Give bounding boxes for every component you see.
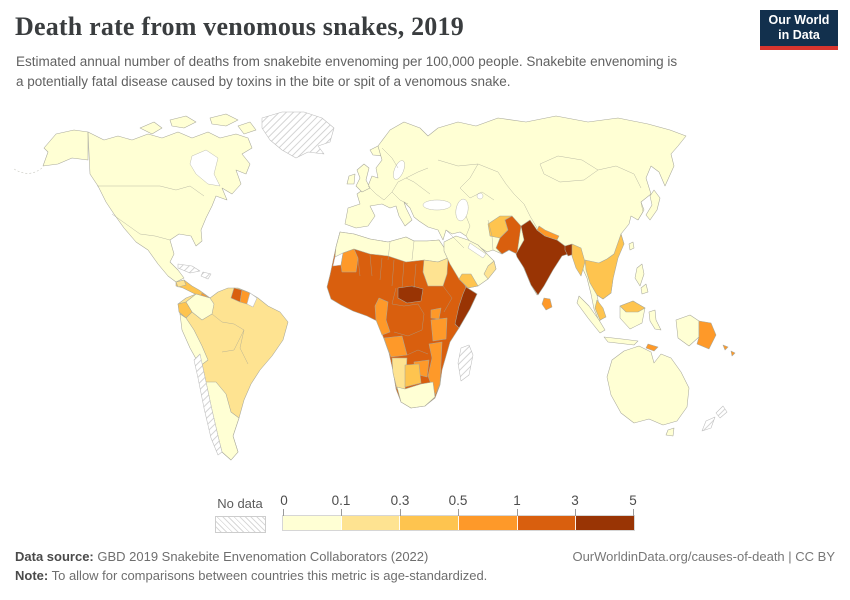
- note-line: Note: To allow for comparisons between c…: [15, 568, 487, 583]
- legend-bin-5[interactable]: [576, 516, 635, 530]
- owid-logo-text: Our World in Data: [768, 13, 830, 42]
- note-label: Note:: [15, 568, 49, 583]
- asia-borders: [437, 155, 644, 251]
- owid-attribution-link[interactable]: OurWorldinData.org/causes-of-death | CC …: [572, 549, 835, 564]
- region-arctic-islands[interactable]: [139, 113, 257, 135]
- legend-tick-label: 1: [513, 493, 521, 508]
- africa-borders: [357, 240, 453, 356]
- region-sumatra[interactable]: [576, 295, 606, 334]
- region-chile-nodata[interactable]: [193, 353, 223, 456]
- region-north-america[interactable]: [87, 131, 253, 283]
- black-sea: [422, 199, 452, 211]
- region-solomon-islands[interactable]: [722, 344, 736, 357]
- owid-logo[interactable]: Our World in Data: [760, 10, 838, 50]
- region-uganda[interactable]: [430, 307, 442, 320]
- subtitle-line-1: Estimated annual number of deaths from s…: [16, 54, 678, 69]
- world-map: [0, 108, 850, 492]
- legend-tick-label: 0.1: [331, 493, 351, 508]
- legend-tick-label: 3: [571, 493, 579, 508]
- europe-borders: [367, 147, 431, 205]
- region-alaska[interactable]: [42, 129, 89, 167]
- region-philippines[interactable]: [634, 263, 649, 295]
- region-pakistan[interactable]: [495, 215, 522, 255]
- legend-no-data-label: No data: [217, 496, 263, 511]
- region-madagascar-nodata[interactable]: [457, 344, 474, 382]
- legend-tick-mark: [458, 509, 459, 516]
- region-hispaniola-nodata[interactable]: [200, 271, 212, 280]
- legend-bin-3[interactable]: [459, 516, 518, 530]
- region-java[interactable]: [603, 336, 639, 346]
- legend-bin-4[interactable]: [517, 516, 577, 530]
- legend-no-data-swatch[interactable]: [215, 516, 266, 533]
- subtitle-line-2: a potentially fatal disease caused by to…: [16, 73, 511, 89]
- region-french-guiana-nodata[interactable]: [246, 292, 258, 308]
- region-oman[interactable]: [483, 260, 497, 280]
- region-taiwan[interactable]: [628, 241, 635, 251]
- legend-tick-label: 5: [629, 493, 637, 508]
- region-botswana[interactable]: [404, 363, 422, 388]
- baltic-sea: [393, 160, 405, 180]
- region-timor[interactable]: [645, 343, 659, 352]
- region-nepal[interactable]: [536, 225, 560, 241]
- region-greenland-nodata[interactable]: [261, 111, 335, 159]
- legend-tick-mark: [517, 509, 518, 516]
- data-source-line: Data source: GBD 2019 Snakebite Envenoma…: [15, 549, 428, 564]
- region-new-zealand-nodata[interactable]: [701, 405, 728, 432]
- world-map-svg: [13, 111, 736, 461]
- region-tasmania[interactable]: [665, 427, 675, 437]
- page-title: Death rate from venomous snakes, 2019: [15, 12, 464, 41]
- region-sulawesi[interactable]: [648, 309, 662, 331]
- region-ecuador[interactable]: [177, 301, 193, 319]
- region-australia[interactable]: [606, 345, 690, 426]
- region-japan[interactable]: [645, 189, 661, 221]
- brazil-borders: [211, 313, 249, 365]
- legend-tick-mark: [633, 509, 634, 516]
- legend-tick-mark: [341, 509, 342, 516]
- region-yemen[interactable]: [458, 273, 479, 289]
- legend-color-scale: [282, 515, 635, 531]
- region-peru[interactable]: [179, 313, 209, 367]
- note-text: To allow for comparisons between countri…: [48, 568, 488, 583]
- data-source-label: Data source:: [15, 549, 94, 564]
- caspian-sea: [455, 198, 469, 222]
- persian-gulf: [467, 242, 487, 259]
- region-south-africa[interactable]: [396, 381, 436, 409]
- legend-tick-mark: [400, 509, 401, 516]
- legend-bin-1[interactable]: [341, 516, 401, 530]
- region-united-kingdom[interactable]: [355, 163, 371, 193]
- region-malay-peninsula[interactable]: [594, 299, 607, 321]
- region-sudan[interactable]: [422, 257, 449, 287]
- legend-tick-label: 0.3: [390, 493, 410, 508]
- region-sri-lanka[interactable]: [541, 297, 553, 311]
- legend-tick-label: 0.5: [448, 493, 468, 508]
- legend-bin-0[interactable]: [283, 516, 342, 530]
- legend-tick-label: 0: [280, 493, 288, 508]
- us-canada-border: [97, 185, 205, 197]
- data-source-text: GBD 2019 Snakebite Envenomation Collabor…: [93, 549, 429, 564]
- hudson-bay: [189, 149, 221, 187]
- legend-tick-mark: [575, 509, 576, 516]
- region-tanzania[interactable]: [430, 317, 448, 342]
- region-indochina[interactable]: [584, 233, 625, 300]
- region-central-african-republic[interactable]: [397, 285, 424, 304]
- legend-tick-mark: [283, 509, 284, 516]
- region-malaysia-borneo[interactable]: [619, 300, 646, 313]
- region-papua-new-guinea[interactable]: [696, 320, 717, 350]
- us-mexico-border: [111, 213, 171, 241]
- aleutian-islands: [13, 167, 43, 174]
- region-myanmar[interactable]: [571, 243, 586, 277]
- region-cameroon-gabon-congo[interactable]: [374, 297, 391, 336]
- region-angola[interactable]: [383, 335, 408, 358]
- legend-bin-2[interactable]: [400, 516, 460, 530]
- region-somalia[interactable]: [454, 286, 478, 329]
- region-ireland[interactable]: [346, 173, 356, 185]
- region-west-new-guinea[interactable]: [675, 314, 700, 347]
- region-cuba-nodata[interactable]: [177, 263, 201, 274]
- region-guatemala[interactable]: [175, 279, 187, 288]
- chart-subtitle: Estimated annual number of deaths from s…: [16, 52, 677, 91]
